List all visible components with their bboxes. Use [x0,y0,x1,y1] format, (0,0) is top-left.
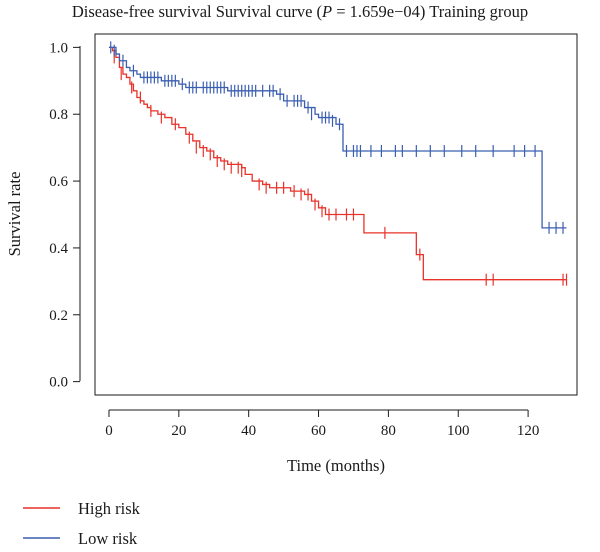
y-tick-label: 0.0 [49,375,68,391]
x-tick-label: 100 [447,423,470,439]
y-axis-label: Survival rate [5,172,24,257]
chart-title-p-value: = 1.659e−04) Training group [332,2,528,21]
y-tick-label: 0.6 [49,174,68,190]
legend-item-low-risk: Low risk [23,529,138,548]
y-axis: 0.0 0.2 0.4 0.6 0.8 1.0 Survival rate [5,40,81,391]
plot-frame [94,33,578,396]
x-axis: 0 20 40 60 80 100 120 Time (months) [105,409,539,475]
chart-title: Disease-free survival Survival curve (P … [72,2,528,21]
y-tick-label: 0.8 [49,107,68,123]
x-ticks: 0 20 40 60 80 100 120 [105,410,539,439]
survival-curve-low-risk [108,46,567,229]
series-low-risk [108,41,567,234]
y-tick-label: 0.2 [49,308,68,324]
legend-label-low-risk: Low risk [78,529,138,548]
chart-title-main: Disease-free survival Survival curve ( [72,2,322,21]
x-tick-label: 60 [311,423,326,439]
x-tick-label: 0 [105,423,113,439]
series-layer [108,41,568,286]
x-axis-label: Time (months) [287,456,385,475]
legend: High risk Low risk [23,499,141,548]
y-ticks: 0.0 0.2 0.4 0.6 0.8 1.0 [49,40,80,391]
legend-label-high-risk: High risk [78,499,141,518]
legend-item-high-risk: High risk [23,499,141,518]
survival-curve-high-risk [108,46,567,281]
y-tick-label: 1.0 [49,40,68,56]
series-high-risk [108,46,568,286]
x-tick-label: 120 [517,423,540,439]
x-tick-label: 80 [381,423,396,439]
x-tick-label: 40 [241,423,256,439]
x-tick-label: 20 [171,423,186,439]
chart-title-p-symbol: P [321,2,332,21]
y-tick-label: 0.4 [49,241,68,257]
